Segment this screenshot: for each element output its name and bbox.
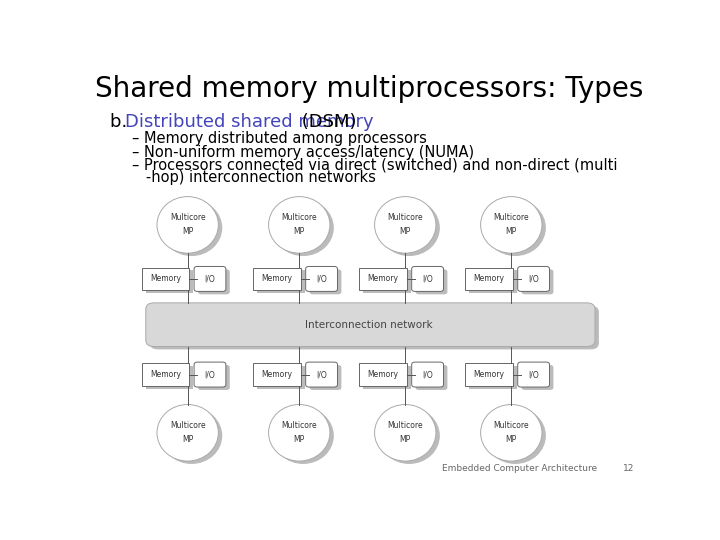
Text: Embedded Computer Architecture: Embedded Computer Architecture bbox=[441, 464, 597, 473]
Text: MP: MP bbox=[400, 435, 411, 443]
Text: 12: 12 bbox=[623, 464, 634, 473]
Text: MP: MP bbox=[505, 227, 517, 235]
Text: I/O: I/O bbox=[422, 274, 433, 284]
FancyBboxPatch shape bbox=[518, 266, 549, 292]
Ellipse shape bbox=[379, 199, 440, 256]
Text: Multicore: Multicore bbox=[387, 213, 423, 222]
Text: Memory: Memory bbox=[261, 274, 292, 284]
Text: Interconnection network: Interconnection network bbox=[305, 320, 433, 330]
Text: MP: MP bbox=[294, 435, 305, 443]
Text: Memory: Memory bbox=[474, 274, 505, 284]
FancyBboxPatch shape bbox=[198, 269, 230, 294]
Ellipse shape bbox=[157, 197, 218, 253]
Ellipse shape bbox=[379, 407, 440, 464]
Text: Memory: Memory bbox=[367, 274, 398, 284]
Text: Memory: Memory bbox=[150, 370, 181, 379]
FancyBboxPatch shape bbox=[142, 363, 189, 386]
FancyBboxPatch shape bbox=[142, 267, 189, 291]
Ellipse shape bbox=[481, 404, 542, 461]
Text: Multicore: Multicore bbox=[170, 421, 205, 430]
Text: Memory: Memory bbox=[261, 370, 292, 379]
FancyBboxPatch shape bbox=[469, 366, 516, 389]
Text: Shared memory multiprocessors: Types: Shared memory multiprocessors: Types bbox=[95, 75, 643, 103]
FancyBboxPatch shape bbox=[257, 366, 305, 389]
FancyBboxPatch shape bbox=[465, 363, 513, 386]
Text: I/O: I/O bbox=[204, 370, 215, 379]
FancyBboxPatch shape bbox=[198, 365, 230, 390]
FancyBboxPatch shape bbox=[310, 269, 341, 294]
FancyBboxPatch shape bbox=[253, 267, 301, 291]
FancyBboxPatch shape bbox=[310, 365, 341, 390]
Text: MP: MP bbox=[505, 435, 517, 443]
FancyBboxPatch shape bbox=[412, 266, 444, 292]
FancyBboxPatch shape bbox=[363, 366, 410, 389]
FancyBboxPatch shape bbox=[415, 269, 447, 294]
FancyBboxPatch shape bbox=[306, 362, 338, 387]
Ellipse shape bbox=[485, 407, 546, 464]
Text: Memory: Memory bbox=[150, 274, 181, 284]
Text: Distributed shared memory: Distributed shared memory bbox=[125, 113, 374, 131]
FancyBboxPatch shape bbox=[363, 271, 410, 293]
Text: Memory: Memory bbox=[367, 370, 398, 379]
Ellipse shape bbox=[374, 197, 436, 253]
Text: MP: MP bbox=[294, 227, 305, 235]
Text: – Processors connected via direct (switched) and non-direct (multi: – Processors connected via direct (switc… bbox=[132, 158, 617, 173]
Text: Memory: Memory bbox=[474, 370, 505, 379]
Text: Multicore: Multicore bbox=[282, 213, 317, 222]
Text: I/O: I/O bbox=[528, 274, 539, 284]
FancyBboxPatch shape bbox=[359, 363, 407, 386]
Ellipse shape bbox=[272, 407, 334, 464]
Text: – Memory distributed among processors: – Memory distributed among processors bbox=[132, 131, 427, 146]
FancyBboxPatch shape bbox=[465, 267, 513, 291]
Text: MP: MP bbox=[400, 227, 411, 235]
Ellipse shape bbox=[269, 197, 330, 253]
Ellipse shape bbox=[161, 199, 222, 256]
FancyBboxPatch shape bbox=[145, 366, 193, 389]
FancyBboxPatch shape bbox=[306, 266, 338, 292]
FancyBboxPatch shape bbox=[359, 267, 407, 291]
Text: I/O: I/O bbox=[528, 370, 539, 379]
Text: I/O: I/O bbox=[316, 370, 327, 379]
Text: I/O: I/O bbox=[204, 274, 215, 284]
FancyBboxPatch shape bbox=[521, 269, 554, 294]
FancyBboxPatch shape bbox=[194, 266, 226, 292]
Ellipse shape bbox=[161, 407, 222, 464]
Text: Multicore: Multicore bbox=[282, 421, 317, 430]
Text: Multicore: Multicore bbox=[387, 421, 423, 430]
FancyBboxPatch shape bbox=[257, 271, 305, 293]
FancyBboxPatch shape bbox=[145, 303, 595, 347]
FancyBboxPatch shape bbox=[145, 271, 193, 293]
Ellipse shape bbox=[272, 199, 334, 256]
FancyBboxPatch shape bbox=[469, 271, 516, 293]
Ellipse shape bbox=[157, 404, 218, 461]
Ellipse shape bbox=[485, 199, 546, 256]
Text: MP: MP bbox=[182, 435, 193, 443]
Text: Multicore: Multicore bbox=[493, 421, 529, 430]
Text: -hop) interconnection networks: -hop) interconnection networks bbox=[132, 171, 376, 185]
Ellipse shape bbox=[481, 197, 542, 253]
FancyBboxPatch shape bbox=[150, 306, 599, 349]
Text: I/O: I/O bbox=[422, 370, 433, 379]
Text: MP: MP bbox=[182, 227, 193, 235]
Ellipse shape bbox=[269, 404, 330, 461]
FancyBboxPatch shape bbox=[194, 362, 226, 387]
FancyBboxPatch shape bbox=[415, 365, 447, 390]
FancyBboxPatch shape bbox=[412, 362, 444, 387]
Text: I/O: I/O bbox=[316, 274, 327, 284]
Text: Multicore: Multicore bbox=[493, 213, 529, 222]
Text: Multicore: Multicore bbox=[170, 213, 205, 222]
FancyBboxPatch shape bbox=[253, 363, 301, 386]
FancyBboxPatch shape bbox=[518, 362, 549, 387]
Text: b.: b. bbox=[109, 113, 132, 131]
FancyBboxPatch shape bbox=[521, 365, 554, 390]
Text: – Non-uniform memory access/latency (NUMA): – Non-uniform memory access/latency (NUM… bbox=[132, 145, 474, 160]
Text: (DSM): (DSM) bbox=[297, 113, 357, 131]
Ellipse shape bbox=[374, 404, 436, 461]
